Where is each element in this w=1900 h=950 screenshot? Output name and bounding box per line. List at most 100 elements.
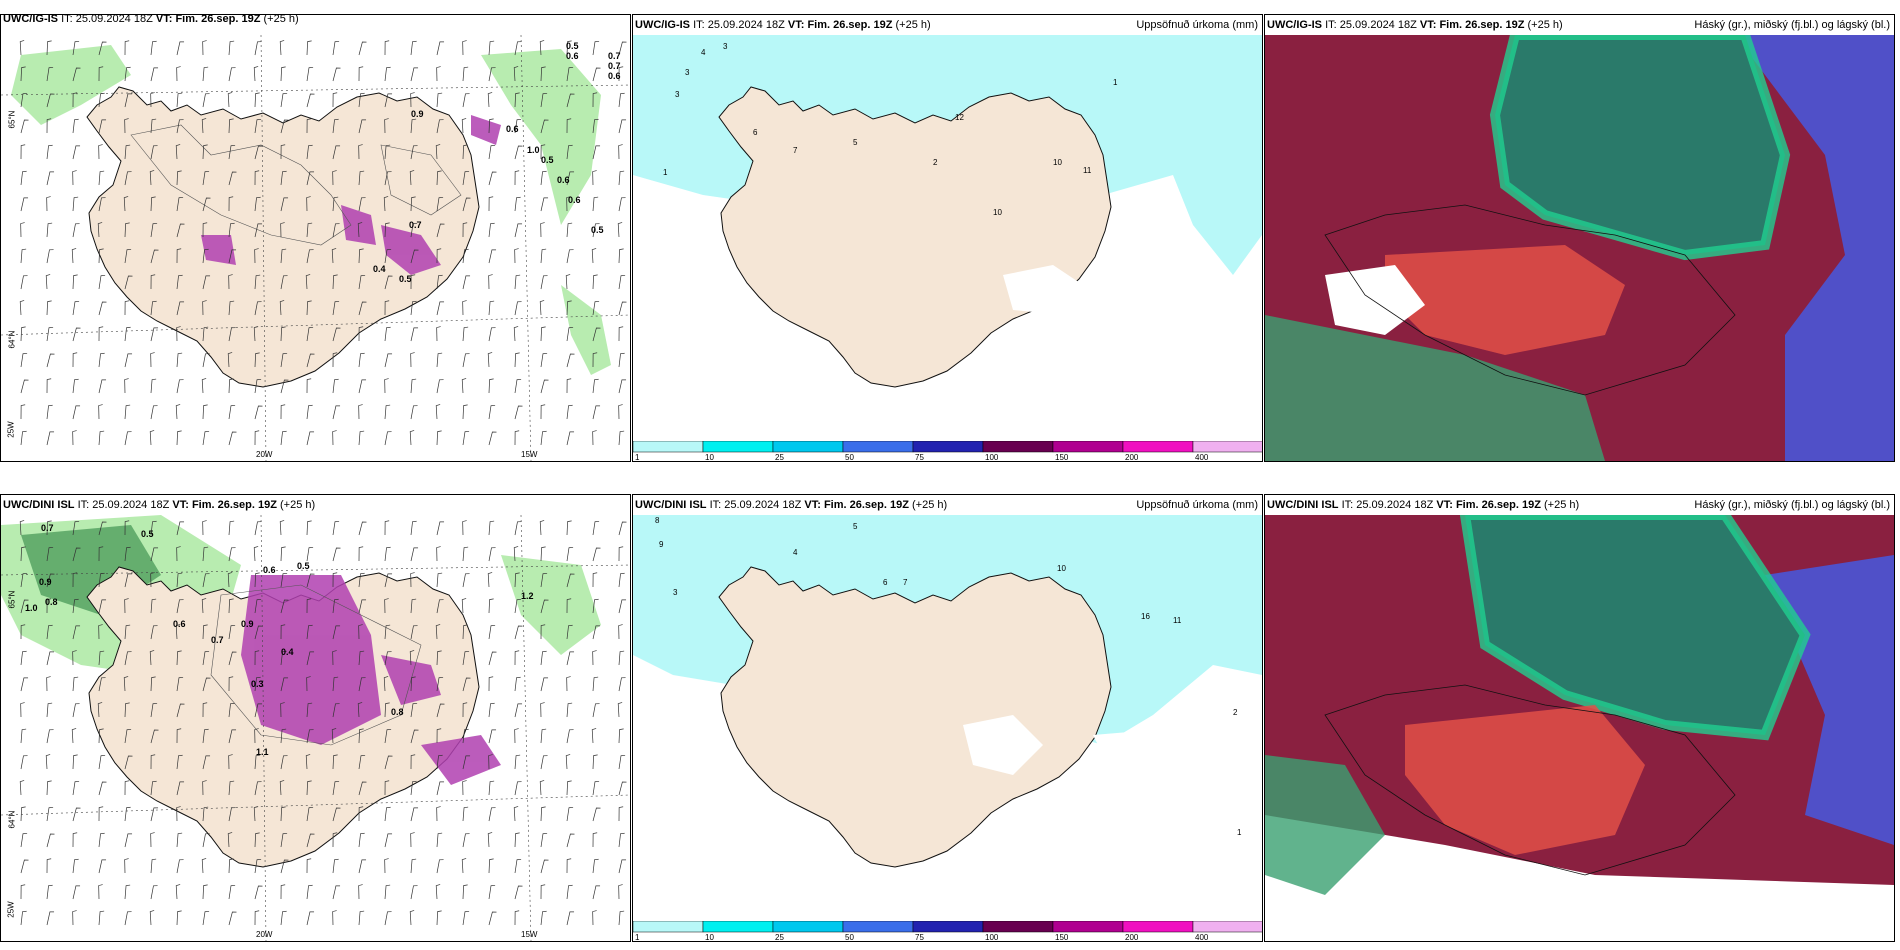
wind-barb [618,650,625,666]
svg-text:1.0: 1.0 [527,145,540,155]
wind-barb [462,520,467,536]
wind-barb [540,910,547,926]
wind-barb [72,676,79,692]
wind-barb [254,754,261,770]
wind-barb [254,625,263,640]
wind-barb [592,301,600,316]
white-glacier-areas [963,715,1163,775]
wind-barb [592,405,601,420]
wind-barb [254,572,260,588]
cbar-tick-10: 10 [705,933,714,941]
wind-barb [358,781,367,796]
wind-barb [358,624,363,640]
wind-barb [410,520,417,536]
wind-barb [124,93,133,108]
wind-barb [280,599,289,614]
wind-barb [436,521,445,536]
colorbar-swatch [982,440,1054,453]
wind-barb [46,702,53,718]
wind-barb [540,599,549,614]
wind-barb [202,197,211,212]
wind-barb [618,430,625,446]
svg-text:0.9: 0.9 [241,619,254,629]
wind-barb [202,624,208,640]
wind-barb [358,546,364,562]
wind-barb [591,728,597,744]
wind-barb [46,196,51,212]
wind-barb [592,67,601,82]
svg-text:0.5: 0.5 [399,274,412,284]
colorbar-swatch [1192,440,1262,453]
wind-barb [488,885,496,900]
wind-barb [280,144,286,160]
wind-barb [20,119,29,134]
wind-barb [383,676,389,692]
wind-barb [306,520,312,536]
wind-barb [566,573,575,588]
wind-barb [72,781,80,796]
wind-barb [124,378,129,394]
cbar-tick-25: 25 [775,933,784,941]
wind-barb [514,248,519,264]
wind-barb [358,806,364,822]
wind-barb [488,222,495,238]
wind-barb [98,832,105,848]
wind-barb [566,93,575,108]
cbar-tick-400: 400 [1195,933,1209,941]
wind-barb [566,911,575,926]
wind-barb [618,301,627,316]
wind-barb [150,858,157,874]
cbar-tick-75: 75 [915,933,924,941]
panel-precip-igis: UWC/IG-IS IT: 25.09.2024 18Z VT: Fim. 26… [632,14,1263,462]
wind-barb [175,144,181,160]
wind-barb [462,40,467,56]
value-labels: 0.5 0.6 0.7 0.7 0.6 0.9 0.6 1.0 0.5 0.6 … [373,41,621,284]
wind-barb [46,676,51,692]
wind-barb [280,170,287,186]
wind-barb [410,352,415,368]
wind-barb [358,677,366,692]
wind-barb [124,833,133,848]
precip-colorbar: 1 10 25 50 75 100 150 200 400 [633,920,1262,941]
wind-barb [254,145,263,160]
wind-barb [46,884,53,900]
wind-barb [332,703,340,718]
wind-barb [358,832,365,848]
precip-value-labels: 4 3 3 3 1 6 7 5 12 10 11 2 10 1 [663,42,1118,217]
wind-barb [592,521,600,536]
wind-barb [202,66,209,82]
wind-barb [514,223,523,238]
wind-barb [410,274,416,290]
wind-barb [98,624,103,640]
cbar-tick-150: 150 [1055,453,1069,461]
wind-barb [176,572,183,588]
svg-text:5: 5 [853,522,858,531]
wind-barb [618,624,623,640]
wind-barb [618,521,627,536]
wind-barb [462,573,470,588]
wind-barb [358,248,364,264]
wind-barb [72,754,78,770]
wind-barb [280,859,289,874]
wind-barb [72,67,81,82]
wind-barb [618,66,624,82]
wind-barb [384,118,389,134]
wind-barb [98,41,107,56]
wind-barb [150,405,158,420]
wind-barb [306,729,314,744]
wind-barb [488,171,497,186]
wind-barb [202,884,208,900]
svg-text:0.5: 0.5 [297,561,310,571]
wind-barb [410,327,419,342]
wind-barb [358,326,364,342]
wind-barb [202,144,208,160]
wind-barb [20,650,27,666]
wind-barb [514,301,522,316]
wind-barb [228,729,237,744]
wind-barb [20,833,28,848]
svg-text:0.7: 0.7 [409,220,422,230]
wind-barb [540,93,548,108]
wind-barb [462,702,468,718]
wind-barb [487,832,493,848]
wind-barb [410,832,415,848]
